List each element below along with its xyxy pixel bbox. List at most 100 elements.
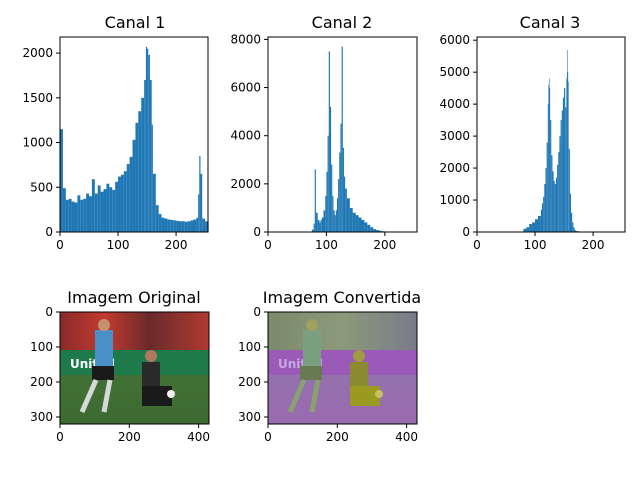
histogram-bar (196, 217, 199, 232)
histogram-bar (135, 122, 139, 232)
x-tick-label: 100 (315, 238, 338, 252)
histogram-bar (557, 164, 559, 232)
histogram-bar (358, 217, 362, 232)
histogram-bar (569, 193, 572, 232)
histogram-bar (118, 176, 121, 232)
histogram-bar (97, 185, 101, 232)
histogram-bar (339, 152, 341, 232)
histogram-bar (547, 104, 549, 232)
y-tick-label: 200 (238, 375, 261, 389)
histogram-bar (561, 110, 563, 232)
histogram-bar (158, 214, 162, 232)
y-axis: 0 100 200 300 (238, 305, 268, 424)
histogram-bar (326, 171, 328, 232)
x-axis: 0 100 200 (473, 232, 605, 252)
x-tick-label: 200 (165, 238, 188, 252)
y-tick-label: 1000 (439, 193, 470, 207)
histogram-bar (543, 196, 545, 232)
y-tick-label: 2000 (230, 177, 261, 191)
histogram-bar (60, 129, 63, 232)
histogram-bar (352, 212, 356, 232)
photo-convertida: United (268, 312, 417, 424)
histogram-bar (68, 198, 72, 232)
y-tick-label: 2000 (439, 161, 470, 175)
histogram-bar (149, 79, 152, 232)
x-tick-label: 400 (187, 430, 210, 444)
histogram-bar (328, 51, 330, 232)
y-tick-label: 0 (45, 305, 53, 319)
histogram-bar (161, 217, 165, 232)
histogram-bar (571, 212, 573, 232)
histogram-canal-3: Canal 3 0 100 200 0 1000 2000 3000 4000 5000 600… (439, 13, 626, 252)
histogram-bar (323, 210, 326, 232)
histogram-bar (123, 171, 127, 232)
axes-frame (267, 311, 418, 425)
histogram-bar (341, 46, 343, 232)
histogram-bar (535, 219, 538, 232)
histogram-bar (141, 97, 145, 233)
y-tick-label: 0 (253, 225, 261, 239)
histogram-bar (564, 88, 566, 232)
histogram-bar (115, 181, 119, 232)
histogram-bar (311, 229, 314, 232)
histogram-bar (558, 152, 560, 232)
histogram-bar (335, 210, 337, 232)
histogram-bar (345, 188, 347, 232)
histogram-bar (370, 227, 374, 232)
histogram-bars (523, 49, 580, 233)
histogram-bar (167, 219, 171, 232)
histogram-bar (80, 199, 84, 232)
histogram-bar (71, 201, 75, 232)
histogram-bar (178, 221, 182, 232)
y-tick-label: 200 (30, 375, 53, 389)
axes-frame (476, 36, 626, 233)
x-tick-label: 0 (473, 238, 481, 252)
histogram-bar (334, 215, 336, 232)
y-tick-label: 1000 (22, 136, 53, 150)
y-tick-label: 0 (462, 225, 470, 239)
histogram-bar (342, 147, 344, 232)
histogram-bar (553, 180, 555, 232)
histogram-bar (565, 107, 567, 232)
y-tick-label: 4000 (439, 97, 470, 111)
image-panel-convertida: Imagem Convertida United 0 200 400 0 100 200… (238, 288, 421, 444)
histogram-bar (112, 189, 116, 232)
histogram-bar (184, 221, 188, 232)
histogram-bar (379, 230, 382, 232)
histogram-bar (65, 199, 69, 232)
y-tick-label: 100 (238, 340, 261, 354)
histogram-bars (60, 46, 209, 233)
histogram-bar (338, 179, 340, 232)
histogram-bar (567, 72, 569, 232)
photo-original: United (60, 312, 209, 424)
histogram-bar (343, 176, 346, 232)
histogram-bar (164, 218, 168, 232)
histogram-bar (100, 191, 104, 232)
histogram-bar (89, 196, 92, 232)
x-axis: 0 100 200 (264, 232, 396, 252)
histogram-bar (200, 173, 203, 232)
histogram-bar (367, 224, 371, 232)
histogram-bar (193, 219, 197, 232)
histogram-bar (176, 220, 179, 232)
x-tick-label: 200 (118, 430, 141, 444)
x-tick-label: 0 (264, 430, 272, 444)
histogram-bar (145, 46, 148, 233)
image-panel-original: Imagem Original United 0 200 400 0 100 200 30… (30, 288, 210, 444)
histogram-bar (317, 219, 320, 232)
histogram-title: Canal 2 (312, 13, 373, 32)
y-tick-label: 300 (238, 410, 261, 424)
y-tick-label: 1500 (22, 91, 53, 105)
y-tick-label: 0 (45, 225, 53, 239)
y-axis: 0 500 1000 1500 2000 (22, 46, 60, 239)
histogram-canal-2: Canal 2 0 100 200 0 2000 4000 6000 8000 (230, 13, 418, 252)
image-title: Imagem Original (67, 288, 200, 307)
histogram-bar (552, 171, 554, 232)
histogram-bars (311, 46, 389, 232)
histogram-bar (364, 222, 368, 232)
y-tick-label: 2000 (22, 46, 53, 60)
x-tick-label: 200 (582, 238, 605, 252)
histogram-bar (551, 155, 553, 232)
histogram-bar (74, 202, 78, 232)
histogram-bar (126, 164, 130, 232)
